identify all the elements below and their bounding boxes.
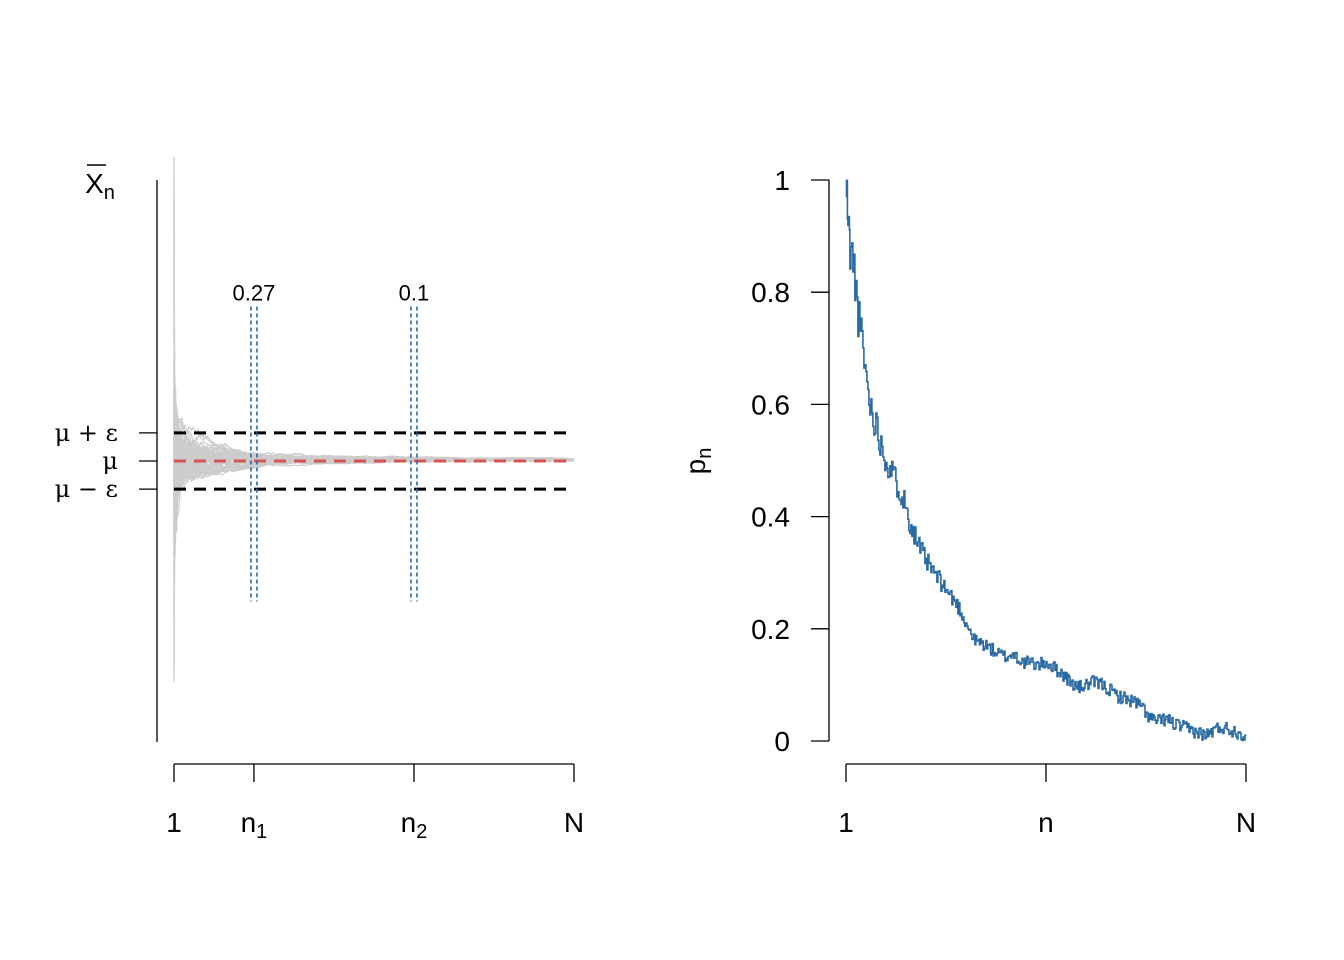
sample-path	[173, 394, 575, 487]
left-x-tick-label: N	[564, 807, 584, 838]
marker-label: 0.27	[233, 280, 276, 305]
sample-path	[173, 416, 575, 627]
left-x-tick-label-main: N	[564, 807, 584, 838]
sample-path	[173, 393, 575, 500]
sample-path	[173, 327, 575, 466]
left-y-axis-label: Xn	[85, 168, 115, 204]
sample-path	[173, 444, 574, 628]
right-y-axis-label-sub: n	[694, 448, 716, 459]
sample-path	[173, 449, 574, 663]
left-x-tick-label-sub: 1	[256, 821, 267, 843]
right-y-tick-label: 0	[774, 726, 790, 757]
sample-path	[173, 392, 575, 574]
sample-path	[173, 396, 575, 606]
sample-path	[173, 415, 575, 575]
sample-path	[173, 431, 574, 536]
n-markers: 0.27 0.1	[233, 280, 430, 602]
right-y-tick-label: 0.8	[751, 277, 790, 308]
sample-path	[173, 197, 575, 471]
sample-path	[173, 371, 575, 503]
band-lines	[174, 431, 574, 491]
right-x-axis: 1 n N	[838, 763, 1256, 838]
left-x-tick-label: 1	[166, 807, 182, 838]
sample-path	[173, 458, 575, 559]
marker-label: 0.1	[399, 280, 430, 305]
sample-path	[173, 358, 574, 538]
sample-path	[173, 433, 575, 513]
left-x-tick-label-sub: 2	[416, 821, 427, 843]
sample-path	[173, 387, 575, 569]
probability-series	[845, 179, 1247, 742]
sample-path	[173, 448, 575, 670]
sample-path	[173, 157, 575, 492]
left-y-axis-label-main: X	[85, 168, 104, 199]
right-y-axis-label-main: p	[680, 459, 711, 475]
right-y-tick-label: 0.4	[751, 502, 790, 533]
right-x-tick-label: 1	[838, 807, 854, 838]
sample-path	[173, 192, 575, 474]
right-y-tick-label: 0.6	[751, 389, 790, 420]
left-y-tick-label: μ	[102, 447, 118, 475]
sample-path	[173, 376, 574, 556]
sample-path	[173, 425, 575, 528]
left-x-tick-label: n1	[241, 807, 268, 843]
left-y-tick-label: μ − ε	[55, 475, 118, 503]
left-x-tick-label: n2	[401, 807, 428, 843]
left-x-tick-label-main: n	[401, 807, 417, 838]
right-x-tick-label: N	[1236, 807, 1256, 838]
probability-line	[845, 179, 1247, 742]
sample-path	[173, 359, 575, 531]
right-y-tick-label: 1	[774, 165, 790, 196]
sample-mean-paths	[173, 157, 575, 683]
right-y-tick-label: 0.2	[751, 614, 790, 645]
sample-path	[173, 408, 575, 551]
left-x-tick-label-main: 1	[166, 807, 182, 838]
sample-path	[173, 303, 575, 512]
sample-path	[173, 452, 574, 616]
sample-path	[173, 157, 575, 479]
left-x-tick-label-main: n	[241, 807, 257, 838]
right-y-axis-label: pn	[680, 448, 716, 475]
left-y-ticks: μ + εμμ − ε	[55, 419, 157, 503]
sample-path	[173, 419, 575, 545]
right-y-ticks: 0 0.2 0.4 0.6 0.8 1	[751, 165, 829, 757]
sample-path	[173, 306, 575, 466]
sample-path	[173, 452, 574, 621]
left-panel: 0.27 0.1 μ + εμμ − ε 1 n1 n2 N Xn	[55, 157, 584, 843]
left-y-tick-label: μ + ε	[55, 419, 118, 447]
left-y-axis-label-sub: n	[104, 182, 115, 204]
left-x-axis: 1 n1 n2 N	[166, 763, 584, 843]
right-x-tick-label: n	[1038, 807, 1054, 838]
sample-path	[173, 287, 575, 532]
